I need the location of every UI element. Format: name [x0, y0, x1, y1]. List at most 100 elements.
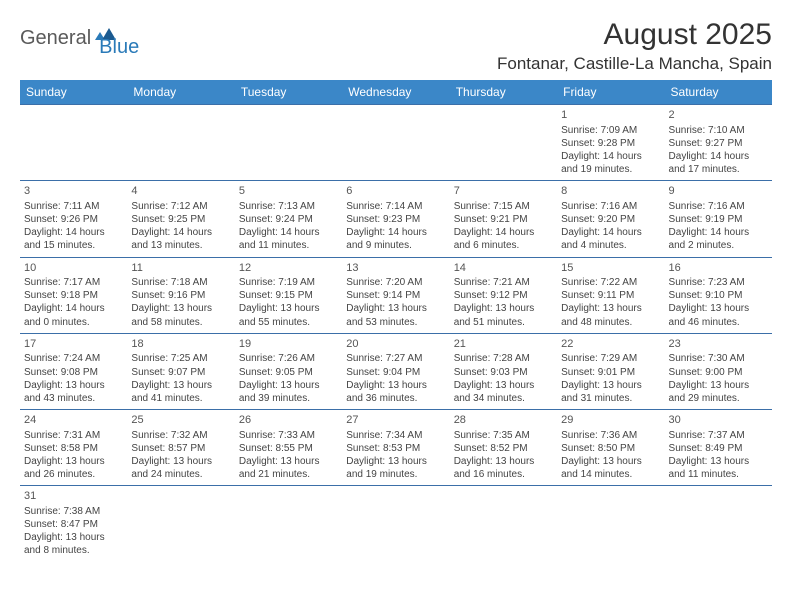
sunrise-text: Sunrise: 7:11 AM: [24, 200, 123, 213]
day-number: 15: [561, 261, 660, 276]
weekday-header: Saturday: [665, 80, 772, 105]
day-number: 16: [669, 261, 768, 276]
daylight-text-1: Daylight: 13 hours: [131, 379, 230, 392]
daylight-text-1: Daylight: 13 hours: [454, 302, 553, 315]
calendar-row: 31Sunrise: 7:38 AMSunset: 8:47 PMDayligh…: [20, 486, 772, 562]
sunset-text: Sunset: 9:18 PM: [24, 289, 123, 302]
daylight-text-1: Daylight: 14 hours: [346, 226, 445, 239]
sunrise-text: Sunrise: 7:36 AM: [561, 429, 660, 442]
daylight-text-1: Daylight: 14 hours: [561, 226, 660, 239]
sunset-text: Sunset: 9:12 PM: [454, 289, 553, 302]
daylight-text-1: Daylight: 13 hours: [239, 379, 338, 392]
daylight-text-2: and 26 minutes.: [24, 468, 123, 481]
sunset-text: Sunset: 9:23 PM: [346, 213, 445, 226]
daylight-text-2: and 17 minutes.: [669, 163, 768, 176]
calendar-cell: [127, 486, 234, 562]
calendar-cell: 26Sunrise: 7:33 AMSunset: 8:55 PMDayligh…: [235, 410, 342, 486]
sunrise-text: Sunrise: 7:33 AM: [239, 429, 338, 442]
daylight-text-2: and 16 minutes.: [454, 468, 553, 481]
sunset-text: Sunset: 8:58 PM: [24, 442, 123, 455]
calendar-body: 1Sunrise: 7:09 AMSunset: 9:28 PMDaylight…: [20, 105, 772, 562]
calendar-table: SundayMondayTuesdayWednesdayThursdayFrid…: [20, 80, 772, 562]
calendar-cell: 4Sunrise: 7:12 AMSunset: 9:25 PMDaylight…: [127, 181, 234, 257]
calendar-cell: 27Sunrise: 7:34 AMSunset: 8:53 PMDayligh…: [342, 410, 449, 486]
calendar-cell: [20, 105, 127, 181]
sunset-text: Sunset: 9:11 PM: [561, 289, 660, 302]
sunset-text: Sunset: 9:26 PM: [24, 213, 123, 226]
daylight-text-2: and 58 minutes.: [131, 316, 230, 329]
daylight-text-1: Daylight: 14 hours: [131, 226, 230, 239]
sunrise-text: Sunrise: 7:31 AM: [24, 429, 123, 442]
sunset-text: Sunset: 9:10 PM: [669, 289, 768, 302]
daylight-text-2: and 21 minutes.: [239, 468, 338, 481]
calendar-cell: 8Sunrise: 7:16 AMSunset: 9:20 PMDaylight…: [557, 181, 664, 257]
calendar-cell: [450, 105, 557, 181]
sunset-text: Sunset: 9:27 PM: [669, 137, 768, 150]
day-number: 4: [131, 184, 230, 199]
sunrise-text: Sunrise: 7:22 AM: [561, 276, 660, 289]
calendar-cell: 16Sunrise: 7:23 AMSunset: 9:10 PMDayligh…: [665, 257, 772, 333]
sunrise-text: Sunrise: 7:17 AM: [24, 276, 123, 289]
sunset-text: Sunset: 9:04 PM: [346, 366, 445, 379]
sunset-text: Sunset: 9:20 PM: [561, 213, 660, 226]
daylight-text-1: Daylight: 13 hours: [561, 379, 660, 392]
day-number: 29: [561, 413, 660, 428]
day-number: 17: [24, 337, 123, 352]
daylight-text-1: Daylight: 14 hours: [669, 226, 768, 239]
daylight-text-1: Daylight: 13 hours: [131, 455, 230, 468]
calendar-cell: [342, 105, 449, 181]
location: Fontanar, Castille-La Mancha, Spain: [497, 54, 772, 74]
sunrise-text: Sunrise: 7:16 AM: [669, 200, 768, 213]
day-number: 28: [454, 413, 553, 428]
daylight-text-2: and 36 minutes.: [346, 392, 445, 405]
calendar-row: 1Sunrise: 7:09 AMSunset: 9:28 PMDaylight…: [20, 105, 772, 181]
sunrise-text: Sunrise: 7:25 AM: [131, 352, 230, 365]
weekday-header: Thursday: [450, 80, 557, 105]
calendar-cell: 29Sunrise: 7:36 AMSunset: 8:50 PMDayligh…: [557, 410, 664, 486]
daylight-text-2: and 6 minutes.: [454, 239, 553, 252]
daylight-text-1: Daylight: 14 hours: [669, 150, 768, 163]
sunrise-text: Sunrise: 7:26 AM: [239, 352, 338, 365]
daylight-text-1: Daylight: 13 hours: [239, 302, 338, 315]
calendar-cell: 18Sunrise: 7:25 AMSunset: 9:07 PMDayligh…: [127, 333, 234, 409]
sunset-text: Sunset: 9:19 PM: [669, 213, 768, 226]
sunset-text: Sunset: 9:16 PM: [131, 289, 230, 302]
day-number: 12: [239, 261, 338, 276]
day-number: 25: [131, 413, 230, 428]
daylight-text-2: and 53 minutes.: [346, 316, 445, 329]
daylight-text-2: and 15 minutes.: [24, 239, 123, 252]
sunrise-text: Sunrise: 7:34 AM: [346, 429, 445, 442]
sunrise-text: Sunrise: 7:10 AM: [669, 124, 768, 137]
daylight-text-2: and 46 minutes.: [669, 316, 768, 329]
daylight-text-2: and 24 minutes.: [131, 468, 230, 481]
sunrise-text: Sunrise: 7:27 AM: [346, 352, 445, 365]
calendar-row: 24Sunrise: 7:31 AMSunset: 8:58 PMDayligh…: [20, 410, 772, 486]
daylight-text-1: Daylight: 13 hours: [669, 302, 768, 315]
sunrise-text: Sunrise: 7:12 AM: [131, 200, 230, 213]
calendar-cell: 11Sunrise: 7:18 AMSunset: 9:16 PMDayligh…: [127, 257, 234, 333]
sunset-text: Sunset: 8:49 PM: [669, 442, 768, 455]
calendar-cell: 12Sunrise: 7:19 AMSunset: 9:15 PMDayligh…: [235, 257, 342, 333]
calendar-cell: 5Sunrise: 7:13 AMSunset: 9:24 PMDaylight…: [235, 181, 342, 257]
weekday-header: Sunday: [20, 80, 127, 105]
sunrise-text: Sunrise: 7:37 AM: [669, 429, 768, 442]
calendar-cell: 24Sunrise: 7:31 AMSunset: 8:58 PMDayligh…: [20, 410, 127, 486]
daylight-text-2: and 9 minutes.: [346, 239, 445, 252]
calendar-cell: 21Sunrise: 7:28 AMSunset: 9:03 PMDayligh…: [450, 333, 557, 409]
daylight-text-2: and 4 minutes.: [561, 239, 660, 252]
sunset-text: Sunset: 9:08 PM: [24, 366, 123, 379]
calendar-cell: 15Sunrise: 7:22 AMSunset: 9:11 PMDayligh…: [557, 257, 664, 333]
calendar-cell: 28Sunrise: 7:35 AMSunset: 8:52 PMDayligh…: [450, 410, 557, 486]
daylight-text-1: Daylight: 14 hours: [561, 150, 660, 163]
weekday-header: Monday: [127, 80, 234, 105]
daylight-text-1: Daylight: 13 hours: [346, 379, 445, 392]
sunset-text: Sunset: 9:14 PM: [346, 289, 445, 302]
weekday-header: Tuesday: [235, 80, 342, 105]
sunset-text: Sunset: 8:53 PM: [346, 442, 445, 455]
daylight-text-2: and 19 minutes.: [561, 163, 660, 176]
daylight-text-2: and 0 minutes.: [24, 316, 123, 329]
sunrise-text: Sunrise: 7:09 AM: [561, 124, 660, 137]
daylight-text-1: Daylight: 13 hours: [561, 455, 660, 468]
daylight-text-1: Daylight: 13 hours: [239, 455, 338, 468]
calendar-cell: 13Sunrise: 7:20 AMSunset: 9:14 PMDayligh…: [342, 257, 449, 333]
